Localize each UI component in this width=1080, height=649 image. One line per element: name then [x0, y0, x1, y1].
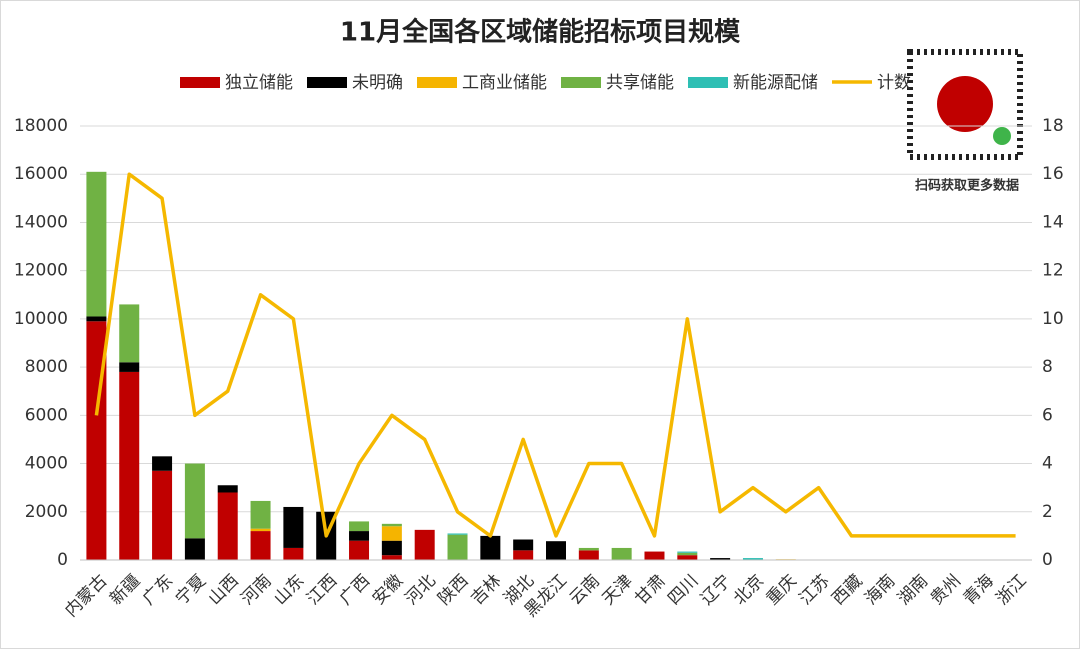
legend-swatch: [180, 77, 220, 88]
bar-segment: [86, 316, 107, 322]
y2-tick-label: 14: [1042, 212, 1064, 232]
bar-segment: [677, 552, 698, 556]
bar-segment: [381, 523, 402, 527]
bar-segment: [283, 547, 304, 560]
legend-label: 独立储能: [225, 73, 293, 93]
y2-tick-label: 16: [1042, 164, 1064, 184]
bar-segment: [152, 456, 173, 471]
bar-segment: [447, 534, 468, 560]
legend-swatch: [307, 77, 347, 88]
legend-swatch: [688, 77, 728, 88]
bar-segment: [546, 541, 566, 560]
bar-segment: [250, 531, 271, 560]
y2-tick-label: 18: [1042, 116, 1064, 136]
bar-segment: [250, 500, 271, 529]
legend-label: 工商业储能: [462, 73, 547, 93]
y2-tick-label: 2: [1042, 502, 1053, 522]
y2-tick-label: 10: [1042, 309, 1064, 329]
qr-code: [907, 49, 1023, 160]
bar-segment: [414, 529, 435, 560]
bar-segment: [381, 526, 402, 541]
legend-label: 共享储能: [606, 73, 674, 93]
bar-segment: [184, 538, 205, 560]
bar-segment: [611, 547, 632, 560]
bar-segment: [349, 540, 370, 560]
bar-segment: [644, 551, 665, 560]
y-tick-label: 2000: [25, 502, 68, 522]
bar-segment: [349, 531, 370, 541]
y2-tick-label: 0: [1042, 550, 1053, 570]
bar-segment: [381, 540, 402, 556]
bar-segment: [742, 558, 763, 560]
legend-label: 计数: [877, 73, 911, 93]
y2-tick-label: 4: [1042, 454, 1053, 474]
legend-label: 新能源配储: [733, 73, 818, 93]
bar-segment: [513, 539, 534, 551]
bar-segment: [217, 492, 238, 560]
qr-caption: 扫码获取更多数据: [915, 178, 1019, 194]
bar-segment: [184, 463, 205, 539]
bar-segment: [381, 555, 402, 560]
bar-segment: [217, 485, 238, 493]
bar-segment: [578, 547, 599, 551]
legend-label: 未明确: [352, 73, 403, 93]
bar-segment: [86, 171, 107, 317]
y-tick-label: 0: [57, 550, 68, 570]
y2-tick-label: 6: [1042, 405, 1053, 425]
y-tick-label: 6000: [25, 405, 68, 425]
y2-tick-label: 12: [1042, 261, 1064, 281]
qr-badge: [993, 127, 1011, 145]
bar-segment: [677, 555, 698, 560]
bar-segment: [119, 362, 140, 372]
bar-segment: [578, 550, 599, 560]
bar-segment: [119, 304, 140, 363]
y-tick-label: 16000: [14, 164, 68, 184]
y-tick-label: 14000: [14, 212, 68, 232]
bar-segment: [480, 535, 501, 560]
bar-segment: [447, 533, 468, 535]
bar-segment: [250, 528, 271, 532]
qr-logo: [937, 76, 993, 132]
legend-swatch: [561, 77, 601, 88]
y2-tick-label: 8: [1042, 357, 1053, 377]
bar-segment: [283, 506, 304, 548]
count-line: [94, 172, 1016, 538]
y-tick-label: 10000: [14, 309, 68, 329]
y-tick-label: 12000: [14, 261, 68, 281]
y-tick-label: 8000: [25, 357, 68, 377]
chart-title: 11月全国各区域储能招标项目规模: [340, 17, 741, 48]
bar-segment: [349, 521, 370, 532]
bar-segment: [152, 470, 173, 560]
bar-segment: [513, 550, 534, 560]
bar-segment: [677, 551, 698, 553]
legend-swatch: [417, 77, 457, 88]
y-tick-label: 4000: [25, 454, 68, 474]
bar-segment: [710, 558, 731, 560]
bar-segment: [119, 371, 140, 560]
qr-pattern: [907, 49, 1023, 160]
y-tick-label: 18000: [14, 116, 68, 136]
